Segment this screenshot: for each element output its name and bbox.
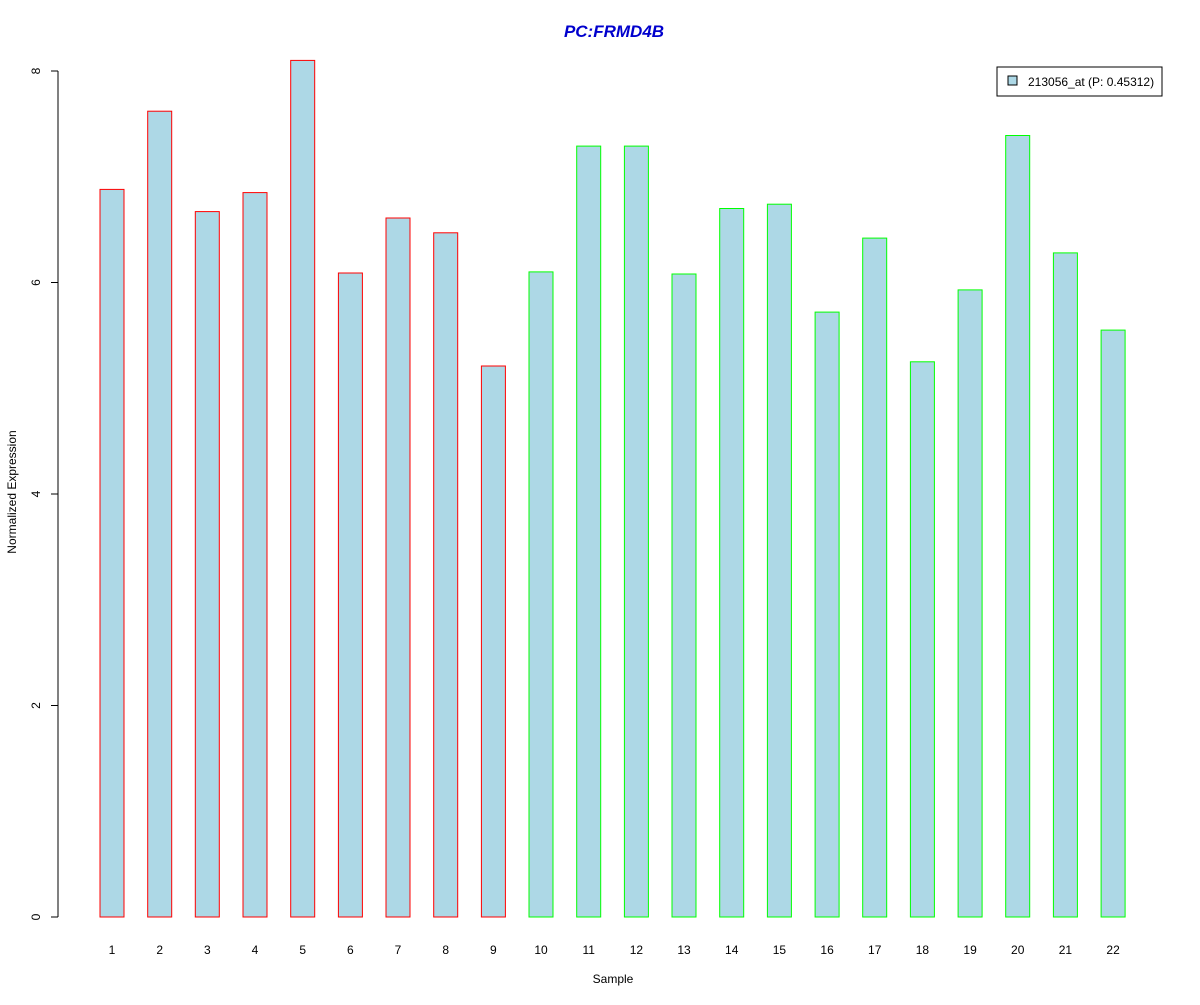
x-tick-label-6: 6	[347, 943, 354, 957]
x-tick-label-15: 15	[773, 943, 787, 957]
bar-sample-6	[337, 272, 363, 918]
bar-sample-2	[147, 110, 173, 918]
bar-sample-10	[528, 271, 554, 918]
bar-sample-8	[433, 232, 459, 918]
legend: 213056_at (P: 0.45312)	[996, 66, 1163, 97]
x-tick-label-18: 18	[916, 943, 930, 957]
bar-sample-20	[1005, 135, 1031, 918]
x-axis-title: Sample	[593, 972, 634, 986]
x-tick-label-12: 12	[630, 943, 644, 957]
x-tick-label-22: 22	[1106, 943, 1120, 957]
legend-box	[996, 66, 1163, 97]
bar-sample-12	[623, 145, 649, 918]
y-tick-label-8: 8	[29, 67, 43, 74]
bar-sample-16	[814, 311, 840, 918]
y-tick-label-0: 0	[29, 913, 43, 920]
x-tick-label-21: 21	[1059, 943, 1073, 957]
bar-sample-22	[1100, 329, 1126, 918]
x-tick-label-5: 5	[299, 943, 306, 957]
chart-title: PC:FRMD4B	[564, 22, 664, 41]
y-tick-label-4: 4	[29, 490, 43, 497]
bar-sample-13	[671, 273, 697, 918]
x-tick-label-10: 10	[534, 943, 548, 957]
x-tick-label-8: 8	[442, 943, 449, 957]
x-tick-label-14: 14	[725, 943, 739, 957]
bar-sample-15	[766, 203, 792, 918]
bar-sample-17	[862, 237, 888, 918]
x-tick-label-16: 16	[820, 943, 834, 957]
x-tick-labels: 1 2 3 4 5 6 7 8 9 10 11 12 13 14 15 16 17 18 19 20 21 22	[109, 943, 1120, 957]
bar-sample-14	[719, 208, 745, 918]
x-tick-label-20: 20	[1011, 943, 1025, 957]
bar-sample-5	[290, 59, 316, 918]
bar-sample-7	[385, 217, 411, 918]
y-axis: 0 2 4 6 8	[29, 67, 59, 920]
x-tick-label-13: 13	[677, 943, 691, 957]
bars-layer	[99, 59, 1126, 918]
bar-sample-9	[480, 365, 506, 918]
bar-sample-18	[909, 361, 935, 918]
bar-sample-11	[576, 145, 602, 918]
x-tick-label-4: 4	[252, 943, 259, 957]
legend-label: 213056_at (P: 0.45312)	[1028, 75, 1154, 89]
x-tick-label-3: 3	[204, 943, 211, 957]
bar-sample-21	[1052, 252, 1078, 918]
x-tick-label-11: 11	[582, 943, 595, 957]
y-axis-title: Normalized Expression	[5, 430, 19, 553]
x-tick-label-19: 19	[963, 943, 977, 957]
bar-sample-3	[194, 211, 220, 918]
y-tick-label-6: 6	[29, 279, 43, 286]
x-tick-label-7: 7	[395, 943, 402, 957]
x-tick-label-2: 2	[156, 943, 163, 957]
x-tick-label-17: 17	[868, 943, 882, 957]
bar-sample-4	[242, 192, 268, 918]
legend-swatch	[1007, 75, 1018, 86]
x-tick-label-9: 9	[490, 943, 497, 957]
bar-sample-19	[957, 289, 983, 918]
y-tick-label-2: 2	[29, 702, 43, 709]
bar-sample-1	[99, 188, 125, 918]
x-tick-label-1: 1	[109, 943, 116, 957]
